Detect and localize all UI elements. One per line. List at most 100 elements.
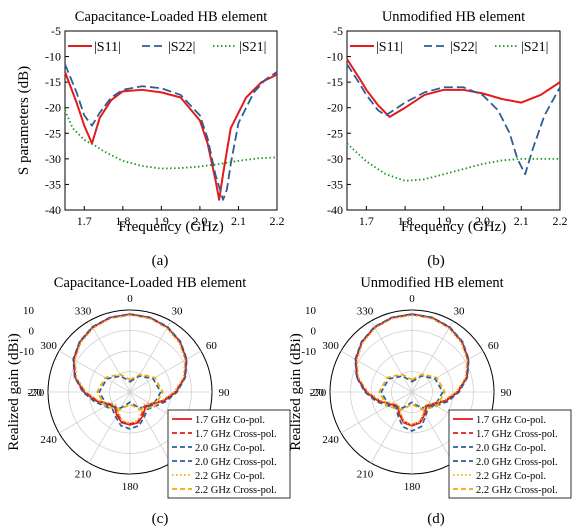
- radial-tick-label: -20: [309, 387, 324, 399]
- legend-label: |S22|: [450, 40, 477, 55]
- y-tick-label: -20: [327, 101, 343, 115]
- polar-chart-d: [329, 309, 572, 499]
- chart-title: Unmodified HB element: [360, 275, 503, 291]
- y-tick-label: -20: [45, 101, 61, 115]
- legend-label: 2.0 GHz Co-pol.: [476, 443, 546, 454]
- polar-series-5: [96, 373, 164, 411]
- x-axis-label: Frequency (GHz): [401, 219, 506, 235]
- y-tick-label: -25: [327, 126, 343, 140]
- x-tick-label: 2.0: [192, 214, 207, 228]
- angle-tick-label: 210: [357, 468, 374, 480]
- angle-tick-label: 180: [404, 481, 421, 493]
- x-tick-label: 1.8: [115, 214, 130, 228]
- y-tick-label: -35: [327, 177, 343, 191]
- radial-tick-label: -10: [301, 346, 316, 358]
- legend-label: 1.7 GHz Cross-pol.: [476, 429, 558, 440]
- line-chart-a: [64, 30, 278, 211]
- y-tick-label: -35: [45, 177, 61, 191]
- polar-series-5: [378, 373, 446, 411]
- y-tick-label: -10: [327, 50, 343, 64]
- legend-label: 1.7 GHz Cross-pol.: [195, 429, 277, 440]
- y-tick-label: -30: [45, 152, 61, 166]
- chart-title: Unmodified HB element: [382, 9, 525, 25]
- grid-spoke: [411, 391, 454, 464]
- subfigure-caption: (a): [152, 253, 169, 269]
- radial-tick-label: 10: [23, 305, 35, 317]
- legend-label: |S22|: [168, 40, 195, 55]
- legend-label: 2.0 GHz Co-pol.: [195, 443, 265, 454]
- subfigure-caption: (d): [427, 511, 445, 527]
- grid-spoke: [340, 391, 413, 434]
- x-tick-label: 1.7: [77, 214, 92, 228]
- y-tick-label: -40: [45, 203, 61, 217]
- chart-title: Capacitance-Loaded HB element: [75, 9, 267, 25]
- angle-tick-label: 240: [40, 434, 57, 446]
- y-axis-label: Realized gain (dBi): [6, 333, 22, 450]
- legend-label: 2.0 GHz Cross-pol.: [476, 457, 558, 468]
- angle-tick-label: 90: [501, 387, 513, 399]
- x-tick-label: 2.1: [231, 214, 246, 228]
- angle-tick-label: 330: [357, 306, 374, 318]
- grid-spoke: [88, 391, 131, 464]
- y-tick-label: -15: [45, 75, 61, 89]
- x-tick-label: 1.9: [436, 214, 451, 228]
- angle-tick-label: 300: [322, 340, 339, 352]
- grid-spoke: [370, 320, 413, 393]
- x-tick-label: 1.8: [398, 214, 413, 228]
- angle-tick-label: 90: [219, 387, 231, 399]
- polar-series-4: [74, 314, 186, 424]
- angle-tick-label: 0: [409, 293, 415, 305]
- legend-label: |S21|: [239, 40, 266, 55]
- polar-series-0: [354, 313, 470, 427]
- y-tick-label: -40: [327, 203, 343, 217]
- polar-series-3: [98, 375, 162, 409]
- polar-chart-c: [47, 309, 291, 499]
- x-axis-label: Frequency (GHz): [118, 219, 223, 235]
- x-tick-label: 1.7: [359, 214, 374, 228]
- grid-spoke: [370, 391, 413, 464]
- y-tick-label: -25: [45, 126, 61, 140]
- polar-series-3: [380, 375, 444, 409]
- polar-series-2: [354, 313, 470, 432]
- angle-tick-label: 330: [75, 306, 92, 318]
- angle-tick-label: 240: [322, 434, 339, 446]
- x-tick-label: 2.2: [270, 214, 285, 228]
- grid-spoke: [129, 350, 202, 393]
- legend-box: [167, 409, 291, 499]
- angle-tick-label: 270: [310, 387, 327, 399]
- y-axis-label: Realized gain (dBi): [288, 333, 304, 450]
- x-tick-label: 2.2: [553, 214, 568, 228]
- legend-label: 2.2 GHz Cross-pol.: [476, 485, 558, 496]
- plot-frame: [346, 30, 561, 211]
- radial-tick-label: 0: [311, 326, 317, 338]
- y-tick-label: -5: [51, 24, 61, 38]
- plot-frame: [64, 30, 278, 211]
- grid-spoke: [411, 320, 454, 393]
- angle-tick-label: 210: [75, 468, 92, 480]
- angle-tick-label: 60: [206, 340, 218, 352]
- angle-tick-label: 30: [172, 306, 184, 318]
- polar-series-2: [72, 313, 188, 430]
- series-line-s22: [64, 63, 278, 201]
- legend-label: |S21|: [521, 40, 548, 55]
- polar-series-4: [356, 314, 468, 426]
- legend-label: 2.2 GHz Co-pol.: [476, 471, 546, 482]
- angle-tick-label: 30: [454, 306, 466, 318]
- angle-tick-label: 270: [28, 387, 45, 399]
- angle-tick-label: 0: [127, 293, 133, 305]
- x-tick-label: 2.1: [514, 214, 529, 228]
- grid-spoke: [129, 320, 172, 393]
- radial-tick-label: 0: [29, 326, 35, 338]
- radial-tick-label: 10: [305, 305, 317, 317]
- series-line-s22: [346, 63, 561, 176]
- y-tick-label: -15: [327, 75, 343, 89]
- legend-label: |S11|: [94, 40, 121, 55]
- grid-spoke: [340, 350, 413, 393]
- legend-label: 1.7 GHz Co-pol.: [195, 415, 265, 426]
- legend-label: 2.2 GHz Cross-pol.: [195, 485, 277, 496]
- subfigure-caption: (c): [152, 511, 169, 527]
- legend-label: 2.0 GHz Cross-pol.: [195, 457, 277, 468]
- polar-series-1: [355, 313, 469, 426]
- x-tick-label: 2.0: [475, 214, 490, 228]
